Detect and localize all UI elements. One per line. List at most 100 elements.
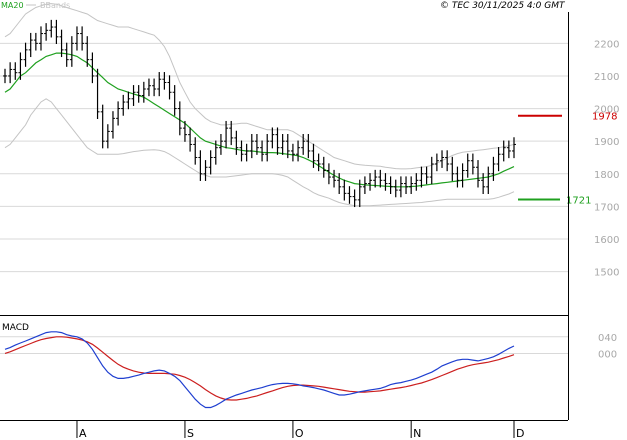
- price-bar: [306, 134, 311, 159]
- price-bar: [69, 36, 74, 67]
- price-bar: [38, 26, 43, 51]
- price-bar: [404, 176, 409, 194]
- price-bar: [368, 173, 373, 191]
- price-bar: [218, 134, 223, 155]
- price-bar: [74, 26, 79, 51]
- price-bar: [275, 127, 280, 155]
- price-tick-label: 1600: [594, 235, 619, 246]
- price-tick-label: 2200: [594, 39, 619, 50]
- price-bar: [95, 68, 100, 119]
- resistance-label: 1978: [592, 112, 617, 123]
- price-bar: [383, 173, 388, 191]
- price-bar: [506, 140, 511, 159]
- price-bar: [203, 160, 208, 181]
- price-bar: [280, 134, 285, 155]
- price-bar: [481, 173, 486, 194]
- price-bar: [373, 169, 378, 188]
- legend-bbands: BBands: [40, 1, 70, 10]
- bb-lower-line: [4, 98, 515, 207]
- price-bar: [229, 120, 234, 146]
- price-bar: [419, 166, 424, 188]
- price-bar: [398, 176, 403, 198]
- price-bar: [316, 153, 321, 172]
- price-bar: [362, 176, 367, 194]
- price-bar: [244, 143, 249, 162]
- price-bar: [254, 134, 259, 155]
- price-bar: [116, 101, 121, 126]
- price-tick-label: 2100: [594, 72, 619, 83]
- price-bar: [136, 85, 141, 103]
- macd-tick-label: 000: [598, 349, 617, 360]
- price-bar: [131, 85, 136, 106]
- price-bar: [378, 169, 383, 188]
- bb-upper-line: [4, 3, 515, 170]
- copyright-text: © TEC 30/11/2025 4:0 GMT: [440, 1, 566, 11]
- macd-label: MACD: [2, 323, 29, 333]
- price-bar: [13, 62, 18, 80]
- price-bar: [332, 169, 337, 188]
- price-bar: [59, 29, 64, 58]
- price-bar: [326, 163, 331, 185]
- price-bar: [434, 153, 439, 172]
- price-bar: [301, 134, 306, 155]
- price-bar: [440, 150, 445, 168]
- price-bar: [110, 111, 115, 139]
- price-bar: [424, 166, 429, 185]
- price-bar: [121, 94, 126, 116]
- price-bar: [162, 72, 167, 90]
- chart-frame: [0, 12, 569, 421]
- price-bar: [260, 140, 265, 162]
- price-bar: [8, 62, 13, 84]
- price-bar: [90, 52, 95, 84]
- macd-line: [4, 331, 515, 409]
- price-axis-ticks: 2200 2100 2000 1900 1800 1700 1600 1500: [594, 39, 619, 278]
- price-bar: [501, 140, 506, 162]
- price-bar: [393, 179, 398, 198]
- price-bar: [141, 81, 146, 103]
- price-bar: [409, 176, 414, 194]
- price-levels: 1978 1721: [518, 112, 617, 207]
- legend-ma20: MA20: [1, 1, 24, 10]
- price-bar: [146, 78, 151, 97]
- price-bar: [512, 137, 516, 159]
- macd-grid: [0, 336, 568, 354]
- price-bar: [234, 130, 239, 155]
- price-bar: [80, 26, 85, 51]
- price-bar: [105, 124, 110, 149]
- month-label: N: [413, 427, 421, 440]
- macd-tick-label: 040: [598, 333, 617, 344]
- price-bar: [157, 72, 162, 97]
- signal-line: [4, 336, 515, 401]
- price-bar: [100, 104, 105, 149]
- price-bar: [311, 143, 316, 168]
- price-bar: [445, 150, 450, 172]
- price-bar: [357, 179, 362, 208]
- price-bar: [321, 156, 326, 178]
- price-tick-label: 1900: [594, 137, 619, 148]
- price-bar: [296, 140, 301, 162]
- price-bar: [33, 32, 38, 51]
- price-bar: [193, 137, 198, 165]
- price-bar: [182, 120, 187, 142]
- price-tick-label: 1500: [594, 268, 619, 279]
- price-bar: [342, 179, 347, 201]
- price-bar: [152, 78, 157, 97]
- price-bar: [450, 156, 455, 181]
- price-bar: [290, 143, 295, 162]
- ma20-line: [4, 52, 515, 188]
- price-bar: [64, 42, 69, 67]
- price-bar: [188, 127, 193, 152]
- price-bar: [49, 19, 54, 38]
- price-bar: [28, 32, 33, 58]
- price-bar: [460, 163, 465, 188]
- price-bar: [270, 127, 275, 149]
- month-label: A: [79, 427, 87, 440]
- price-bar: [208, 150, 213, 175]
- bollinger-bands: [4, 3, 515, 207]
- price-tick-label: 1700: [594, 202, 619, 213]
- price-tick-label: 1800: [594, 170, 619, 181]
- price-bar: [470, 153, 475, 175]
